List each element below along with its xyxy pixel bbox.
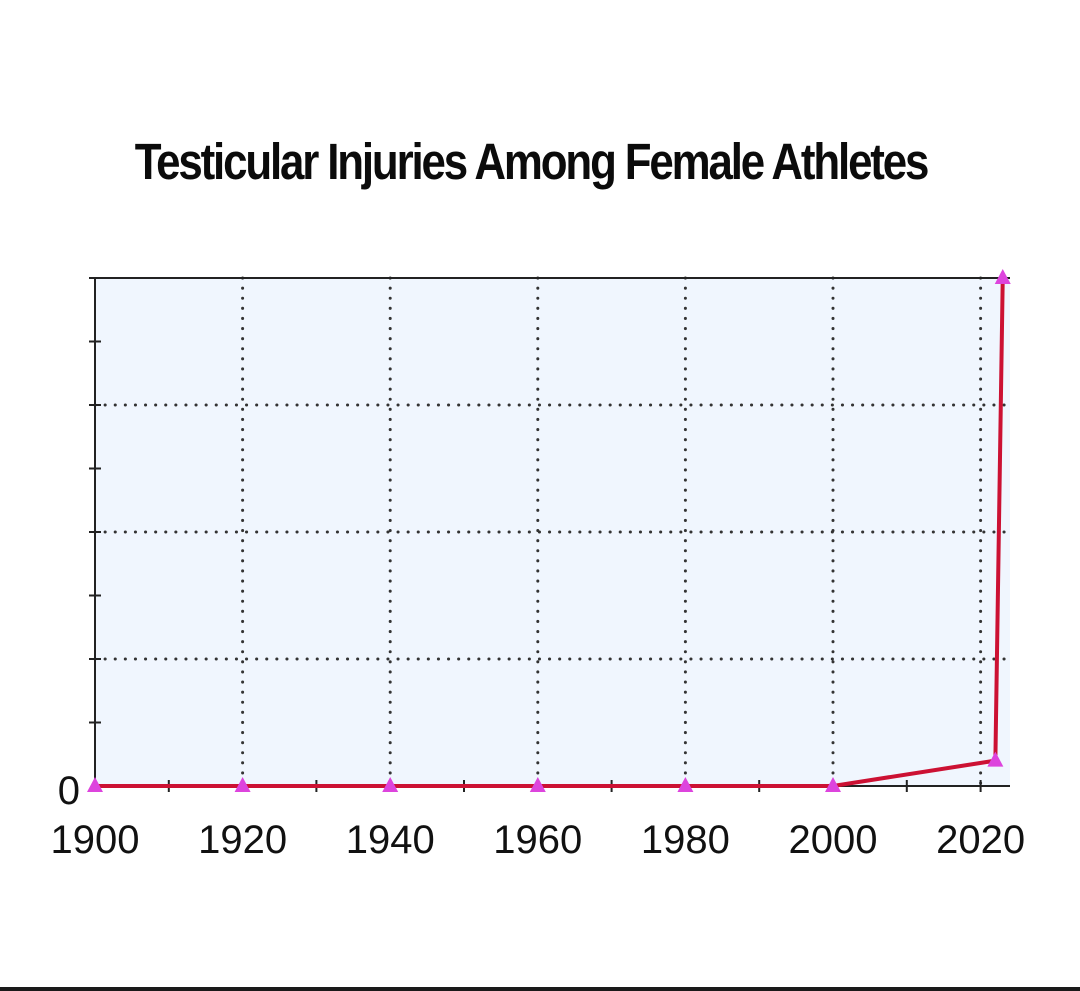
- data-point-marker: [825, 777, 841, 792]
- series-group: [87, 269, 1011, 792]
- data-point-marker: [87, 777, 103, 792]
- x-tick-label: 1980: [641, 818, 730, 862]
- data-point-marker: [529, 777, 546, 792]
- data-point-marker: [994, 269, 1011, 284]
- x-tick-label: 1940: [346, 818, 435, 862]
- x-tick-labels: 1900 1920 1940 1960 1980 2000 2020: [51, 818, 1026, 862]
- y-tick-label: 0: [58, 769, 80, 813]
- x-tick-label: 1960: [493, 818, 582, 862]
- grid-lines: [93, 276, 1012, 788]
- x-tick-label: 1900: [51, 818, 140, 862]
- bottom-border: [0, 987, 1080, 991]
- data-point-marker: [987, 751, 1004, 767]
- data-point-marker: [382, 777, 399, 792]
- data-point-marker: [677, 777, 694, 792]
- x-tick-label: 2020: [936, 818, 1025, 862]
- data-point-marker: [234, 777, 251, 792]
- series-line: [95, 277, 1005, 788]
- x-tick-label: 1920: [198, 818, 287, 862]
- chart-title: Testicular Injuries Among Female Athlete…: [134, 133, 930, 190]
- x-tick-label: 2000: [789, 818, 878, 862]
- y-tick-marks: [89, 277, 101, 724]
